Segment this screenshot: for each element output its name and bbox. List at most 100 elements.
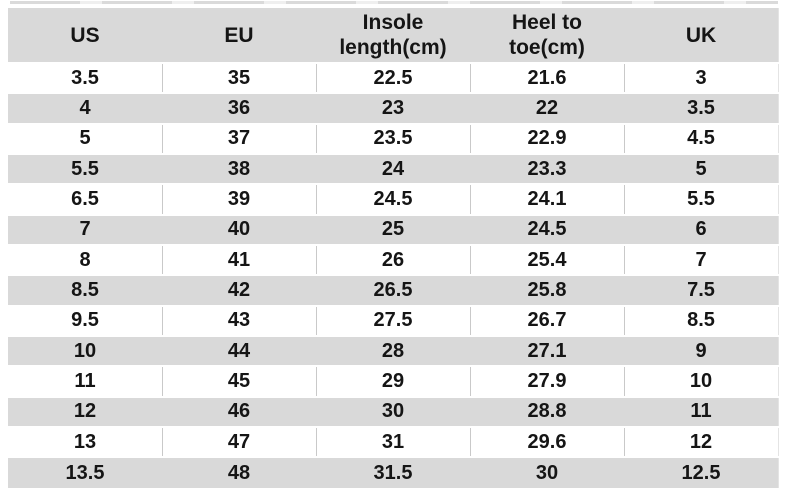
cell: 30 [470, 456, 624, 488]
cell: 22 [470, 92, 624, 124]
cell: 8 [8, 244, 162, 276]
table-body: 3.5 35 22.5 21.6 3 4 36 23 22 3.5 5 37 23.5 22.9 4.5 5.… [8, 61, 779, 488]
cell: 7 [8, 213, 162, 246]
size-table: US EU Insole length(cm) Heel to toe(cm) UK 3.5… [8, 8, 779, 488]
cell: 31.5 [316, 456, 470, 488]
cell: 40 [162, 213, 316, 246]
cell: 7.5 [624, 274, 779, 306]
cell: 22.5 [316, 61, 470, 94]
cell: 11 [624, 395, 779, 428]
cell: 3 [624, 61, 779, 94]
table-row: 11 45 29 27.9 10 [8, 365, 779, 397]
cell: 5.5 [624, 183, 779, 215]
column-header-line: Insole [362, 11, 424, 34]
column-header: Insole length(cm) [316, 8, 470, 63]
table-row: 3.5 35 22.5 21.6 3 [8, 61, 779, 94]
cell: 28 [316, 335, 470, 367]
cell: 24 [316, 153, 470, 185]
cell: 25.4 [470, 244, 624, 276]
cell: 8.5 [624, 304, 779, 337]
column-header-line: length(cm) [339, 36, 447, 59]
cell: 8.5 [8, 274, 162, 306]
cell: 39 [162, 183, 316, 215]
cell: 48 [162, 456, 316, 488]
column-header-line: toe(cm) [509, 36, 585, 59]
table-row: 4 36 23 22 3.5 [8, 92, 779, 124]
cell: 3.5 [8, 61, 162, 94]
cell: 13 [8, 426, 162, 458]
cell: 26.5 [316, 274, 470, 306]
cell: 43 [162, 304, 316, 337]
table-row: 5 37 23.5 22.9 4.5 [8, 122, 779, 155]
cell: 6 [624, 213, 779, 246]
cell: 42 [162, 274, 316, 306]
header-row: US EU Insole length(cm) Heel to toe(cm) UK [8, 8, 779, 63]
cell: 11 [8, 365, 162, 397]
table-row: 12 46 30 28.8 11 [8, 395, 779, 428]
table-row: 13.5 48 31.5 30 12.5 [8, 456, 779, 488]
cell: 45 [162, 365, 316, 397]
cell: 5 [624, 153, 779, 185]
cell: 6.5 [8, 183, 162, 215]
cell: 38 [162, 153, 316, 185]
table-row: 10 44 28 27.1 9 [8, 335, 779, 367]
cell: 25.8 [470, 274, 624, 306]
cell: 41 [162, 244, 316, 276]
cell: 31 [316, 426, 470, 458]
cell: 47 [162, 426, 316, 458]
cell: 37 [162, 122, 316, 155]
cell: 9.5 [8, 304, 162, 337]
cell: 4 [8, 92, 162, 124]
column-header-line: EU [224, 23, 254, 47]
table-row: 13 47 31 29.6 12 [8, 426, 779, 458]
cell: 13.5 [8, 456, 162, 488]
cell: 25 [316, 213, 470, 246]
cell: 10 [624, 365, 779, 397]
cell: 30 [316, 395, 470, 428]
table-row: 9.5 43 27.5 26.7 8.5 [8, 304, 779, 337]
cell: 24.5 [470, 213, 624, 246]
cell: 9 [624, 335, 779, 367]
cell: 27.1 [470, 335, 624, 367]
cell: 27.9 [470, 365, 624, 397]
cell: 23.3 [470, 153, 624, 185]
cell: 28.8 [470, 395, 624, 428]
cell: 12 [8, 395, 162, 428]
cell: 27.5 [316, 304, 470, 337]
cell: 24.5 [316, 183, 470, 215]
cell: 7 [624, 244, 779, 276]
cell: 12 [624, 426, 779, 458]
cropped-row-artifact [10, 1, 778, 4]
cell: 5.5 [8, 153, 162, 185]
column-header-line: US [70, 23, 100, 47]
cell: 22.9 [470, 122, 624, 155]
column-header-line: Heel to [511, 11, 582, 34]
column-header: US [8, 8, 162, 63]
column-header: Heel to toe(cm) [470, 8, 624, 63]
cell: 46 [162, 395, 316, 428]
cell: 29 [316, 365, 470, 397]
cell: 10 [8, 335, 162, 367]
cell: 23.5 [316, 122, 470, 155]
cell: 5 [8, 122, 162, 155]
table-row: 6.5 39 24.5 24.1 5.5 [8, 183, 779, 215]
cell: 24.1 [470, 183, 624, 215]
table-row: 5.5 38 24 23.3 5 [8, 153, 779, 185]
column-header: UK [624, 8, 779, 63]
cell: 3.5 [624, 92, 779, 124]
column-header-line: UK [685, 23, 717, 47]
cell: 21.6 [470, 61, 624, 94]
column-header: EU [162, 8, 316, 63]
cell: 23 [316, 92, 470, 124]
table-row: 7 40 25 24.5 6 [8, 213, 779, 246]
cell: 12.5 [624, 456, 779, 488]
cell: 26 [316, 244, 470, 276]
cell: 35 [162, 61, 316, 94]
cell: 26.7 [470, 304, 624, 337]
table-row: 8 41 26 25.4 7 [8, 244, 779, 276]
cell: 29.6 [470, 426, 624, 458]
cell: 44 [162, 335, 316, 367]
table-row: 8.5 42 26.5 25.8 7.5 [8, 274, 779, 306]
cell: 4.5 [624, 122, 779, 155]
